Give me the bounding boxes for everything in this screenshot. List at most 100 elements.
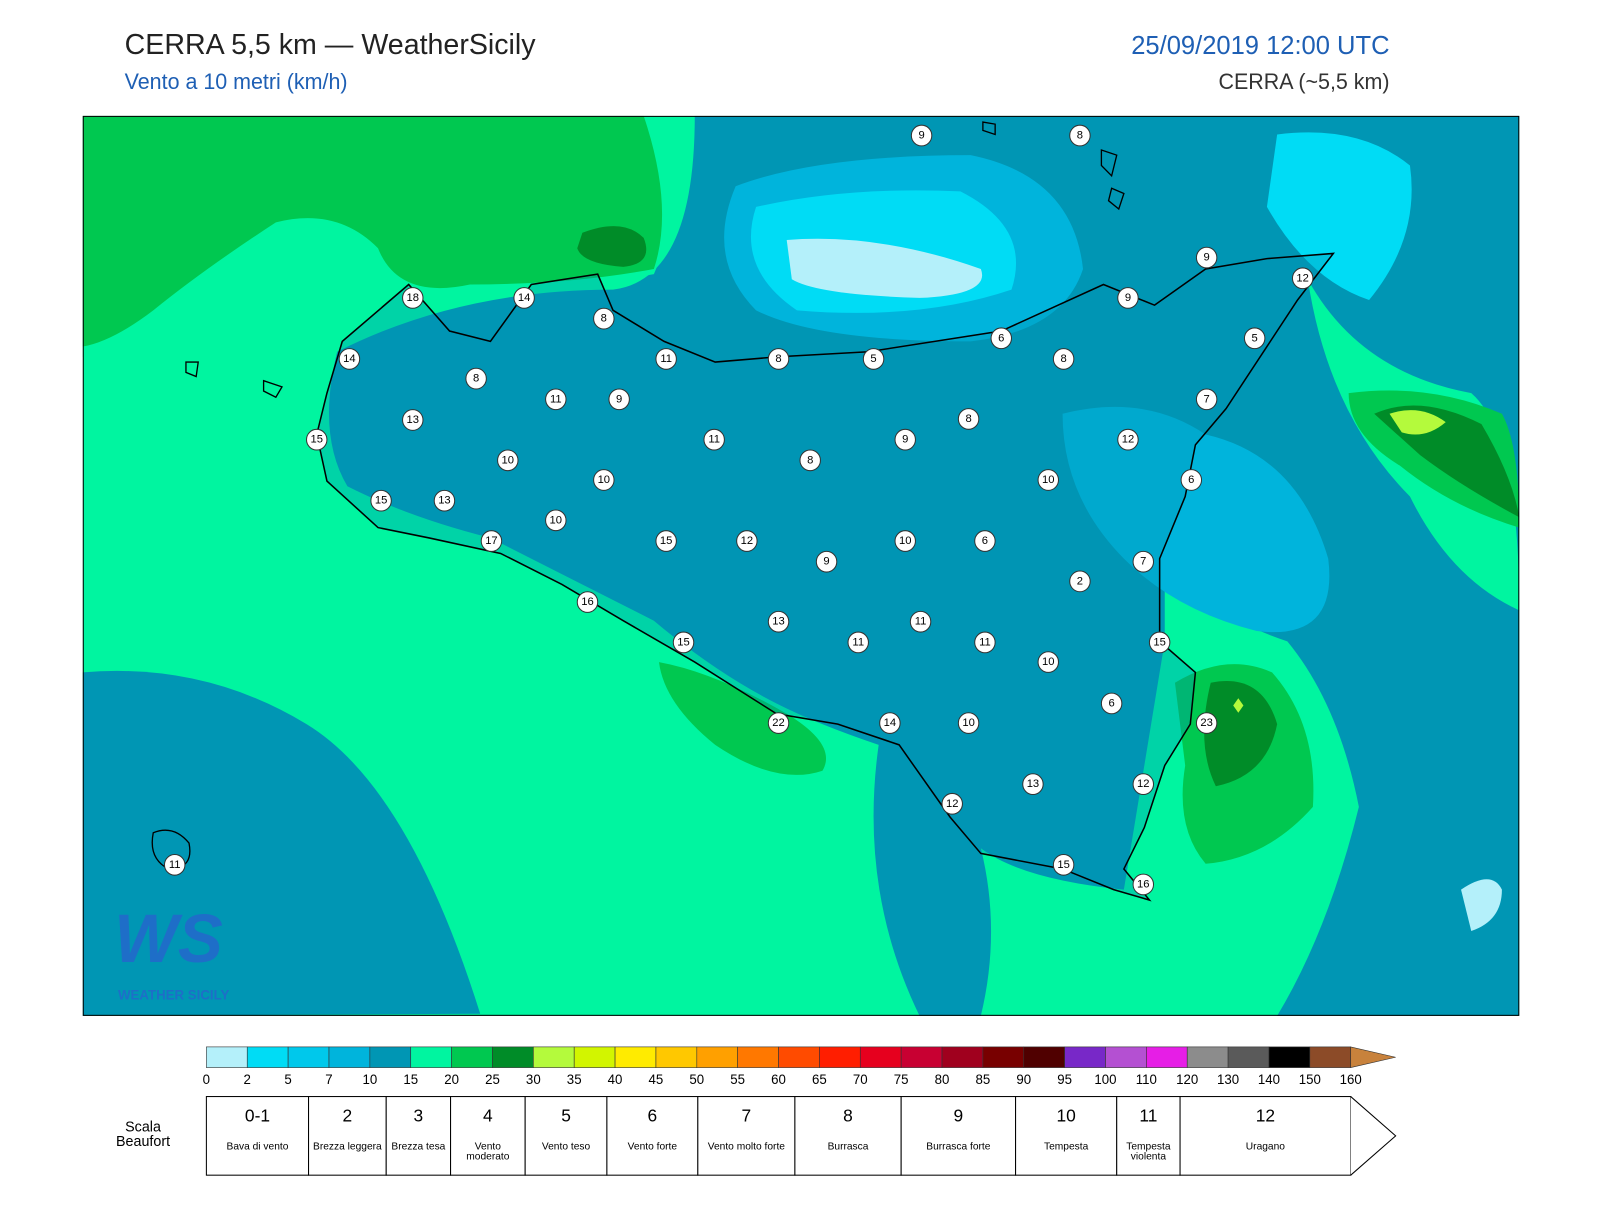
beaufort-force: 5 [561,1106,571,1126]
beaufort-cell [794,1096,902,1176]
station-value: 9 [823,556,829,568]
colorbar-tick-label: 15 [403,1072,418,1087]
station-value: 6 [1108,697,1114,709]
station-value: 13 [407,414,419,426]
colorbar-tick-label: 80 [935,1072,950,1087]
station-value: 12 [946,798,958,810]
beaufort-force: 8 [843,1106,853,1126]
colorbar-segment [573,1046,616,1068]
station-value: 10 [962,717,974,729]
station-marker [672,631,695,654]
colorbar-tick-label: 110 [1136,1072,1157,1087]
station-marker [767,712,790,734]
colorbar-segment [1064,1046,1106,1068]
beaufort-desc-box: Burrasca forte [926,1142,990,1152]
colorbar-segment [328,1046,371,1068]
beaufort-force: 2 [342,1106,353,1126]
title: CERRA 5,5 km — WeatherSicily [125,29,537,61]
beaufort-force: 3 [413,1106,424,1126]
colorbar-tick-label: 60 [771,1072,786,1087]
station-marker [655,530,677,552]
station-value: 11 [915,616,927,628]
colorbar-tick-label: 25 [485,1072,500,1087]
beaufort-arrow [1350,1096,1397,1176]
colorbar-tick-label: 100 [1094,1072,1116,1087]
colorbar-tick-label: 90 [1016,1072,1031,1087]
colorbar-tick-label: 50 [689,1072,704,1087]
field [577,226,647,267]
beaufort-force: 7 [741,1106,752,1126]
colorbar-tick-label: 20 [444,1072,459,1087]
station-marker [815,550,838,573]
colorbar-segment [819,1046,861,1068]
station-marker [402,287,424,309]
colorbar-segment [655,1046,698,1068]
colorbar-segment [982,1046,1025,1068]
station-value: 14 [518,292,530,304]
station-value: 15 [310,434,322,446]
station-marker [465,367,487,390]
station-marker [1195,246,1218,269]
station-marker [545,388,567,411]
colorbar-segment [1186,1046,1229,1068]
station-marker [1132,550,1155,573]
station-value: 8 [807,454,813,466]
station-value: 8 [473,373,479,385]
station-value: 7 [1140,556,1146,568]
station-value: 5 [870,353,876,365]
station-value: 23 [1200,717,1212,729]
beaufort-force-box: 2 [342,1106,353,1126]
colorbar-segment [859,1046,902,1068]
beaufort-force-box: 11 [1139,1107,1157,1125]
beaufort-cell [1015,1096,1118,1176]
colorbar-tick-label: 2 [244,1072,251,1087]
station-marker [593,307,615,330]
station-value: 8 [1077,129,1083,141]
station-marker [1037,469,1060,491]
station-marker [1243,327,1266,350]
colorbar-tick-label: 120 [1176,1072,1198,1087]
colorbar-tick-label: 5 [284,1072,291,1087]
field [82,115,663,347]
colorbar-segment [1227,1046,1270,1068]
field [1062,406,1330,633]
station-marker [1052,853,1075,876]
station-marker [655,348,677,370]
colorbar-segment [778,1046,820,1068]
station-marker [1180,469,1203,491]
station-marker [910,124,933,147]
beaufort-cell [308,1096,387,1176]
station-value: 11 [852,636,864,648]
map: 9 8 18 14 8 14 11 8 5 6 9 9 12 5 8 8 11 9 13 7 8 15 11 8 9 12 10 10… [82,115,1520,1016]
station-value: 10 [598,474,610,486]
field [329,115,1520,1016]
colorbar-tick-label: 0 [203,1072,210,1087]
station-value: 15 [677,636,689,648]
beaufort-desc: Vento moderato [466,1142,510,1163]
beaufort-desc-box: Vento molto forte [708,1142,785,1152]
model: CERRA (~5,5 km) [1219,69,1390,94]
colorbar-segment [492,1046,534,1068]
beaufort-desc-box: Vento moderato [466,1142,510,1163]
colorbar-tick-label: 95 [1057,1072,1072,1087]
station-value: 15 [375,495,387,507]
beaufort-desc: Tempesta [1043,1142,1089,1153]
station-value: 10 [1042,474,1054,486]
station-value: 9 [1204,252,1210,264]
beaufort-label-box: Scala Beaufort [116,1119,170,1148]
beaufort-force: 9 [953,1106,964,1126]
station-marker [957,408,980,430]
beaufort-force-box: 6 [648,1107,658,1125]
station-marker [862,348,885,370]
colorbar-segment [369,1046,412,1068]
station-marker [1117,428,1139,451]
colorbar-segment [941,1046,984,1068]
station-marker [1195,712,1218,734]
beaufort-desc: Burrasca [827,1142,869,1153]
colorbar-tick-label: 75 [894,1072,909,1087]
station-value: 7 [1204,393,1210,405]
station-marker [941,792,963,815]
colorbar-segment [246,1046,289,1068]
colorbar-arrow [1350,1046,1396,1068]
station-marker [306,428,328,451]
